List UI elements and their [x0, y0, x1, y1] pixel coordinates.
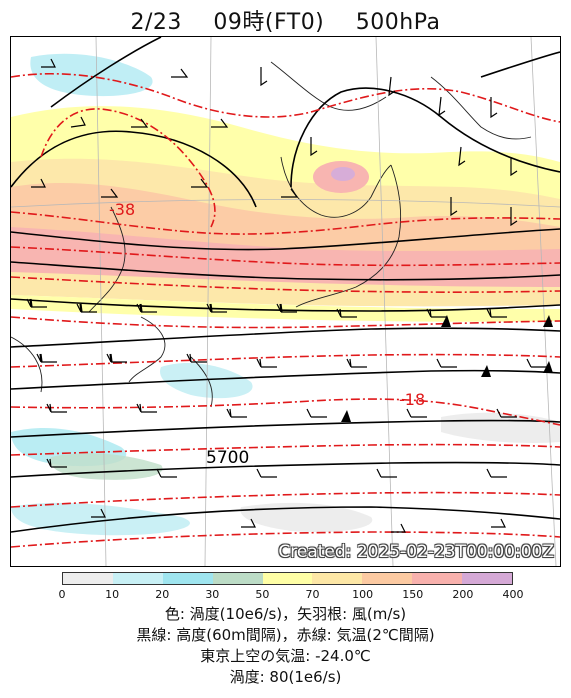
legend-line-shading-wind: 色: 渦度(10e6/s)，矢羽根: 風(m/s): [164, 605, 407, 623]
legend-line-tokyo-temp: 東京上空の気温: -24.0℃: [200, 647, 371, 665]
temp-label-south: -18: [399, 390, 425, 409]
colorbar-ticks: 0 10 20 30 50 70 100 150 200 400: [58, 588, 524, 602]
colorbar-segment: [462, 573, 513, 584]
height-label: 5700: [206, 448, 249, 468]
title-level: 500hPa: [355, 10, 441, 35]
height-contours: [11, 37, 560, 533]
colorbar-tick: 150: [402, 588, 424, 601]
wind-barbs: [26, 58, 547, 533]
temperature-contours: [11, 72, 560, 548]
colorbar-segment: [112, 573, 163, 584]
legend-line-contours: 黒線: 高度(60m間隔)，赤線: 気温(2℃間隔): [136, 626, 435, 644]
colorbar-tick: 100: [352, 588, 374, 601]
title-time: 09時(FT0): [213, 10, 325, 35]
map-canvas: -38 -18 5700: [11, 37, 560, 566]
wind-flags: [341, 315, 553, 422]
colorbar-segment: [412, 573, 463, 584]
colorbar-segment: [63, 573, 113, 584]
colorbar-tick: 200: [452, 588, 474, 601]
colorbar-segment: [312, 573, 363, 584]
colorbar-tick: 50: [255, 588, 270, 601]
title-date: 2/23: [130, 10, 182, 35]
colorbar-segment: [162, 573, 213, 584]
created-timestamp: Created: 2025-02-23T00:00:00Z: [278, 542, 554, 562]
vorticity-colorbar: [62, 572, 513, 585]
map-legend: 色: 渦度(10e6/s)，矢羽根: 風(m/s) 黒線: 高度(60m間隔)，…: [0, 604, 571, 688]
colorbar-tick: 10: [105, 588, 120, 601]
colorbar-tick: 30: [205, 588, 220, 601]
weather-map: -38 -18 5700 Created: 2025-02-23T00:00:0…: [10, 36, 561, 567]
temp-label-north: -38: [109, 200, 135, 219]
legend-line-vorticity: 渦度: 80(1e6/s): [229, 668, 342, 686]
colorbar-tick: 400: [502, 588, 524, 601]
chart-title: 2/23 09時(FT0) 500hPa: [0, 4, 571, 36]
colorbar-tick: 20: [155, 588, 170, 601]
colorbar-segment: [212, 573, 263, 584]
colorbar-segment: [262, 573, 313, 584]
colorbar-segment: [362, 573, 413, 584]
colorbar-tick: 70: [305, 588, 320, 601]
colorbar-tick: 0: [58, 588, 66, 601]
